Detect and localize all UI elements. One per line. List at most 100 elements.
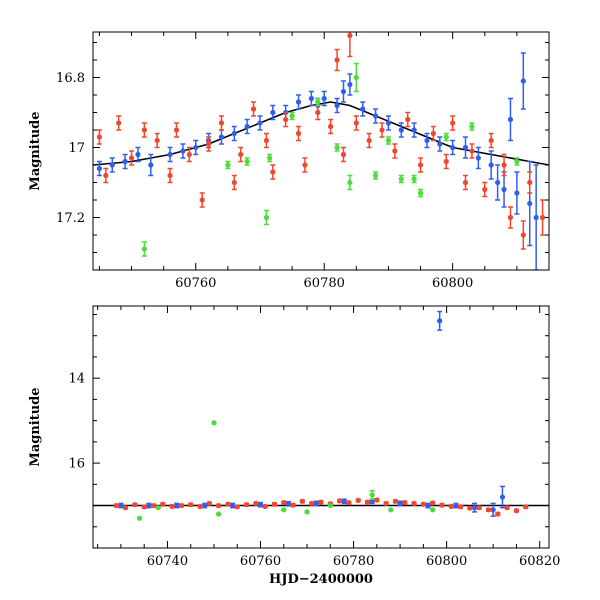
y-axis-label: Magnitude (28, 387, 43, 466)
data-point (366, 137, 372, 144)
data-point (257, 120, 263, 126)
data-point (281, 507, 287, 513)
data-point (462, 144, 469, 151)
data-point (218, 120, 225, 126)
data-point (318, 499, 324, 505)
data-point (295, 99, 302, 105)
data-point (482, 186, 488, 193)
data-point (186, 151, 192, 158)
data-point (417, 162, 424, 168)
data-point (211, 420, 217, 426)
data-point (340, 151, 347, 158)
data-point (199, 197, 205, 203)
data-point (388, 507, 394, 513)
data-point (188, 502, 194, 508)
data-point (160, 501, 166, 507)
data-point (96, 165, 103, 172)
data-point (527, 179, 533, 186)
data-point (128, 155, 135, 161)
series-0 (118, 310, 506, 517)
data-point (353, 74, 359, 81)
data-point (334, 102, 340, 109)
data-point (337, 498, 343, 504)
data-point (364, 499, 371, 505)
data-point (238, 151, 244, 158)
data-point (527, 200, 533, 207)
data-point (411, 127, 417, 133)
data-point (372, 172, 379, 179)
data-point (225, 162, 231, 168)
data-point (113, 502, 119, 509)
data-point (457, 504, 464, 510)
data-point (281, 499, 287, 506)
data-point (340, 88, 347, 95)
data-point (402, 499, 408, 506)
data-point (180, 148, 186, 154)
x-tick-label: 60740 (147, 554, 188, 569)
y-tick-label: 16 (68, 457, 85, 472)
data-point (469, 148, 475, 154)
data-point (135, 151, 141, 158)
y-tick-label: 14 (68, 372, 85, 387)
data-point (347, 32, 353, 39)
plot-frame (92, 305, 550, 549)
plot-area (93, 32, 549, 270)
data-point (250, 106, 257, 112)
data-point (96, 134, 103, 140)
data-point (520, 232, 526, 238)
data-point (405, 116, 411, 123)
data-point (271, 501, 278, 507)
series-1 (113, 497, 529, 517)
model-curve (93, 101, 549, 166)
data-point (109, 162, 115, 168)
data-point (122, 505, 129, 511)
data-point (155, 505, 161, 511)
data-point (334, 144, 340, 151)
data-point (289, 113, 295, 119)
x-tick-label: 60800 (426, 554, 467, 569)
data-point (475, 155, 481, 161)
x-tick-label: 60820 (519, 554, 560, 569)
data-point (167, 172, 173, 179)
data-point (148, 162, 154, 168)
data-point (178, 502, 185, 509)
data-point (467, 505, 473, 511)
data-point (469, 123, 475, 130)
data-point (231, 179, 237, 186)
data-point (313, 500, 319, 507)
data-point (234, 504, 240, 510)
data-point (309, 500, 315, 507)
data-point (374, 497, 380, 503)
x-tick-label: 60780 (333, 554, 374, 569)
data-point (197, 503, 203, 509)
data-point (283, 116, 289, 123)
data-point (315, 99, 321, 105)
data-point (476, 505, 482, 511)
data-point (206, 500, 212, 507)
data-point (424, 137, 430, 144)
data-point (334, 57, 340, 63)
data-point (295, 130, 302, 137)
data-point (514, 158, 520, 165)
data-point (398, 127, 404, 133)
data-point (520, 78, 526, 84)
data-point (141, 504, 147, 510)
data-point (206, 141, 212, 147)
data-point (533, 214, 539, 221)
data-point (150, 502, 157, 509)
data-point (146, 502, 152, 509)
data-point (118, 502, 124, 509)
data-point (501, 162, 507, 168)
data-point (244, 158, 250, 165)
tick-marks (93, 306, 549, 549)
data-point (167, 151, 173, 158)
data-point (488, 162, 494, 168)
data-point (430, 507, 436, 513)
data-point (385, 137, 392, 144)
tick-marks (93, 32, 550, 271)
data-point (495, 511, 501, 517)
data-point (499, 494, 506, 500)
data-point (218, 134, 225, 140)
data-point (425, 502, 431, 509)
